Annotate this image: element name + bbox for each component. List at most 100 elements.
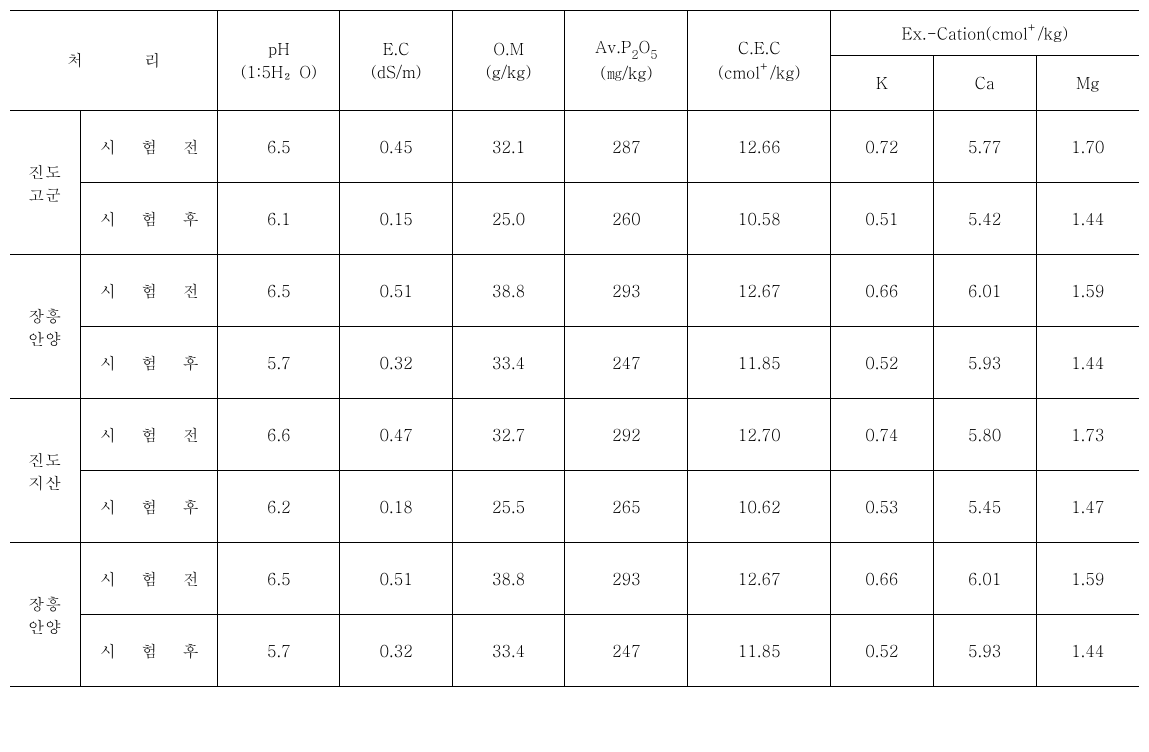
phase-label: 시 험 전 [81,399,218,471]
table-row: 시 험 후5.70.3233.424711.850.525.931.44 [10,615,1139,687]
cell-mg: 1.47 [1036,471,1139,543]
header-cec: C.E.C (cmol+/kg) [688,11,830,111]
table-row: 시 험 후6.10.1525.026010.580.515.421.44 [10,183,1139,255]
table-row: 장흥안양시 험 전6.50.5138.829312.670.666.011.59 [10,255,1139,327]
cell-ec: 0.32 [340,615,452,687]
ec-unit: (dS/m) [371,60,422,83]
cec-unit-sup: + [760,58,770,75]
cell-ec: 0.47 [340,399,452,471]
cell-ec: 0.51 [340,543,452,615]
cell-om: 32.1 [452,111,564,183]
table-row: 장흥안양시 험 전6.50.5138.829312.670.666.011.59 [10,543,1139,615]
ph-unit: (1:5H₂O) [241,60,317,83]
avp-label-prefix: Av.P [595,35,631,58]
cell-mg: 1.73 [1036,399,1139,471]
cell-k: 0.53 [830,471,933,543]
table-row: 시 험 후6.20.1825.526510.620.535.451.47 [10,471,1139,543]
cell-om: 25.0 [452,183,564,255]
cell-k: 0.72 [830,111,933,183]
cell-mg: 1.59 [1036,543,1139,615]
site-label-line: 안양 [28,615,62,638]
table-row: 진도고군시 험 전6.50.4532.128712.660.725.771.70 [10,111,1139,183]
header-k: K [830,56,933,111]
cell-k: 0.51 [830,183,933,255]
cell-avp: 265 [565,471,688,543]
phase-label: 시 험 전 [81,255,218,327]
cell-k: 0.66 [830,255,933,327]
header-ph: pH (1:5H₂O) [218,11,340,111]
cell-ph: 6.5 [218,255,340,327]
cell-ca: 5.80 [933,399,1036,471]
cell-k: 0.52 [830,327,933,399]
cell-om: 33.4 [452,615,564,687]
cell-mg: 1.44 [1036,615,1139,687]
cell-ca: 6.01 [933,255,1036,327]
cell-ph: 5.7 [218,615,340,687]
cell-avp: 260 [565,183,688,255]
phase-label: 시 험 전 [81,543,218,615]
cell-ca: 5.93 [933,615,1036,687]
site-label: 장흥안양 [10,255,81,399]
cec-unit-suffix: /kg) [770,60,801,83]
cell-avp: 247 [565,327,688,399]
site-label-line: 진도 [28,160,62,183]
site-label-line: 진도 [28,448,62,471]
site-label: 장흥안양 [10,543,81,687]
treatment-label: 처 리 [39,48,188,71]
cell-om: 25.5 [452,471,564,543]
cell-ca: 5.42 [933,183,1036,255]
cell-avp: 247 [565,615,688,687]
cell-ph: 6.2 [218,471,340,543]
cell-cec: 10.58 [688,183,830,255]
cell-mg: 1.59 [1036,255,1139,327]
cell-ec: 0.15 [340,183,452,255]
cell-om: 38.8 [452,255,564,327]
table-row: 진도지산시 험 전6.60.4732.729212.700.745.801.73 [10,399,1139,471]
ph-label: pH [268,37,289,60]
cell-k: 0.74 [830,399,933,471]
excation-prefix: Ex.-Cation(cmol [902,21,1028,44]
cell-ph: 5.7 [218,327,340,399]
cell-ec: 0.32 [340,327,452,399]
phase-label: 시 험 후 [81,183,218,255]
cell-ph: 6.1 [218,183,340,255]
cell-om: 32.7 [452,399,564,471]
soil-data-table: 처 리 pH (1:5H₂O) E.C (dS/m) O.M (g/kg) Av… [10,10,1139,687]
site-label-line: 지산 [28,471,62,494]
site-label-line: 고군 [28,183,62,206]
excation-suffix: /kg) [1038,21,1069,44]
cell-ph: 6.5 [218,543,340,615]
excation-sup: + [1028,19,1038,36]
cell-mg: 1.44 [1036,327,1139,399]
ec-label: E.C [383,37,410,60]
cell-ec: 0.45 [340,111,452,183]
cell-om: 33.4 [452,327,564,399]
cell-avp: 292 [565,399,688,471]
cell-ca: 5.93 [933,327,1036,399]
header-avp: Av.P2O5 (㎎/kg) [565,11,688,111]
cell-ec: 0.51 [340,255,452,327]
site-label-line: 안양 [28,327,62,350]
cell-cec: 12.67 [688,543,830,615]
cell-ca: 5.45 [933,471,1036,543]
header-mg: Mg [1036,56,1139,111]
cec-label: C.E.C [738,36,781,59]
cell-k: 0.66 [830,543,933,615]
cell-cec: 12.66 [688,111,830,183]
cell-avp: 287 [565,111,688,183]
cell-ca: 6.01 [933,543,1036,615]
cell-cec: 10.62 [688,471,830,543]
header-ca: Ca [933,56,1036,111]
cell-avp: 293 [565,543,688,615]
cell-ph: 6.6 [218,399,340,471]
header-excation: Ex.-Cation(cmol+/kg) [830,11,1139,56]
site-label-line: 장흥 [28,304,62,327]
avp-unit: (㎎/kg) [600,61,653,84]
cell-cec: 11.85 [688,327,830,399]
table-row: 시 험 후5.70.3233.424711.850.525.931.44 [10,327,1139,399]
phase-label: 시 험 전 [81,111,218,183]
site-label: 진도지산 [10,399,81,543]
cell-om: 38.8 [452,543,564,615]
header-ec: E.C (dS/m) [340,11,452,111]
cell-avp: 293 [565,255,688,327]
